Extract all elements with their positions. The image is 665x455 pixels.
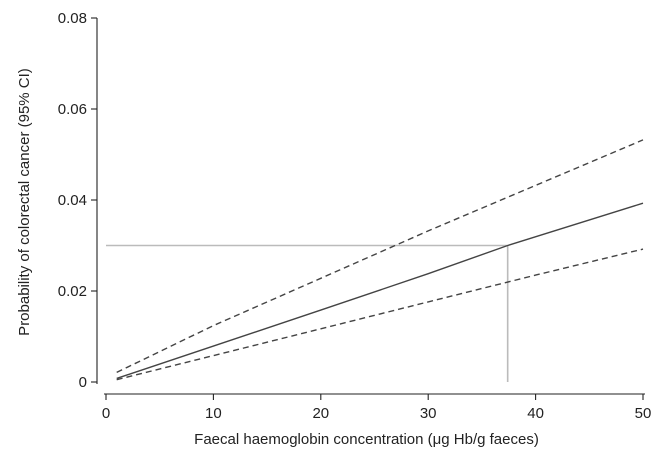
y-tick-label: 0.04: [58, 192, 87, 209]
series-lines: [116, 139, 644, 381]
x-axis-title: Faecal haemoglobin concentration (μg Hb/…: [194, 431, 539, 448]
axes: 0 0.02 0.04 0.06 0.08 0 10 20 30 40 50: [58, 10, 652, 422]
y-tick-label: 0: [79, 374, 87, 391]
x-tick-label: 50: [635, 405, 652, 422]
y-tick-label: 0.02: [58, 283, 87, 300]
series-line-upper-ci: [116, 139, 644, 374]
y-axis-title: Probability of colorectal cancer (95% CI…: [16, 68, 33, 336]
x-tick-label: 10: [205, 405, 222, 422]
reference-lines: [106, 244, 509, 382]
y-tick-label: 0.08: [58, 10, 87, 27]
x-tick-label: 20: [312, 405, 329, 422]
x-tick-label: 0: [102, 405, 110, 422]
x-tick-label: 40: [527, 405, 544, 422]
series-line-lower-ci: [116, 248, 644, 381]
x-tick-label: 30: [420, 405, 437, 422]
series-line-estimate: [116, 202, 644, 380]
y-tick-label: 0.06: [58, 101, 87, 118]
